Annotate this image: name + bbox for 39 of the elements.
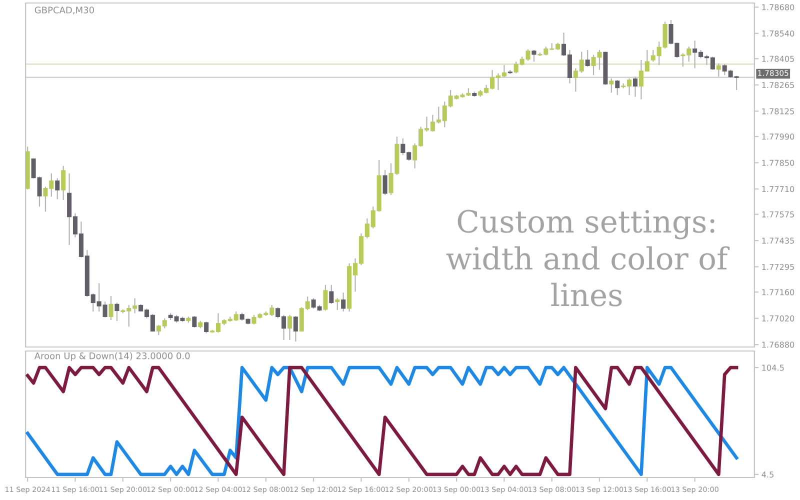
y-tick-label: 1.78680 bbox=[762, 4, 794, 10]
candlestick bbox=[323, 284, 328, 312]
y-tick-label: 1.77295 bbox=[762, 264, 794, 270]
candlestick bbox=[287, 314, 292, 341]
candlestick bbox=[585, 50, 590, 68]
candlestick bbox=[632, 76, 638, 98]
y-tick-label: 1.77850 bbox=[762, 160, 794, 166]
y-tick-label: 1.78265 bbox=[762, 82, 794, 88]
annotation: Custom settings: width and color of lines bbox=[446, 210, 730, 306]
line-series bbox=[26, 366, 738, 476]
candlestick bbox=[716, 62, 721, 78]
candlestick bbox=[615, 79, 620, 96]
candlestick bbox=[204, 321, 209, 334]
y-tick-label: 1.77710 bbox=[762, 186, 794, 192]
candlestick bbox=[335, 298, 340, 311]
candlestick bbox=[293, 316, 298, 342]
candlestick bbox=[329, 284, 334, 305]
y-tick-label: 1.78540 bbox=[762, 30, 794, 37]
candlestick bbox=[114, 302, 120, 322]
candlestick bbox=[532, 50, 536, 62]
y-tick-label: 1.78405 bbox=[762, 56, 794, 62]
candlestick bbox=[609, 78, 614, 94]
chart-title: GBPCAD,M30 bbox=[34, 6, 94, 14]
y-tick-label: 1.78125 bbox=[762, 108, 794, 114]
candlestick bbox=[55, 178, 60, 200]
candlestick bbox=[108, 295, 114, 321]
y-tick-label: 1.77020 bbox=[762, 315, 794, 322]
candlestick bbox=[382, 169, 388, 196]
candlestick bbox=[61, 165, 66, 201]
candlestick bbox=[192, 316, 197, 328]
y-tick-label: 1.76880 bbox=[762, 342, 794, 348]
y-tick-label: 1.77160 bbox=[762, 289, 794, 296]
y-tick-label: 1.77435 bbox=[762, 238, 794, 244]
y-tick-label: 1.77990 bbox=[762, 134, 794, 140]
candlestick bbox=[341, 292, 346, 312]
chart-title: Aroon Up & Down(14) 23.0000 0.0 bbox=[34, 352, 190, 361]
y-tick-label: 4.5 bbox=[762, 472, 774, 478]
y-tick-label: 1.77575 bbox=[762, 211, 794, 218]
y-tick-label: 104.5 bbox=[762, 364, 784, 371]
